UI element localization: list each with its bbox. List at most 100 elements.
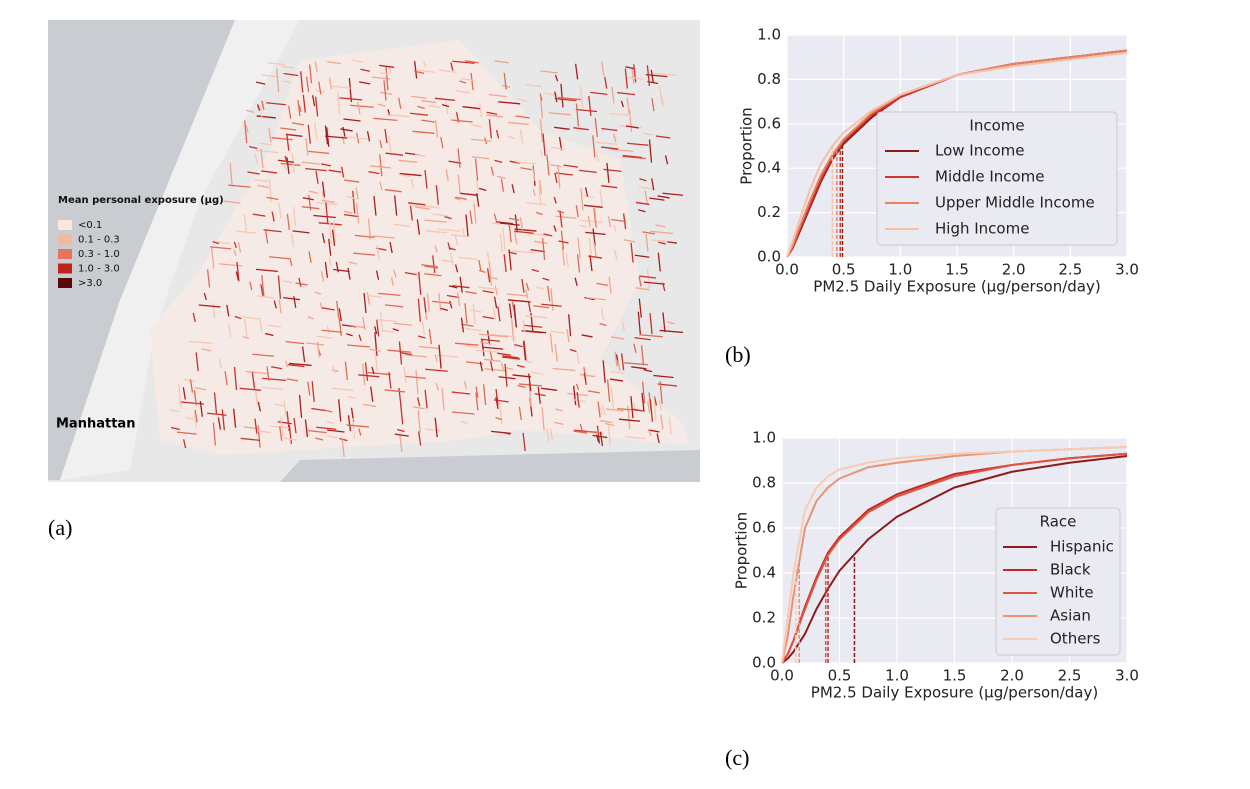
street [475, 180, 480, 193]
street [193, 411, 197, 428]
street [495, 389, 499, 406]
street [584, 187, 589, 197]
street [595, 141, 618, 146]
street [363, 293, 367, 314]
street [602, 360, 606, 383]
x-axis-label: PM2.5 Daily Exposure (μg/person/day) [813, 278, 1100, 296]
street [594, 117, 598, 138]
y-tick-label: 0.8 [757, 70, 781, 88]
street [325, 202, 329, 225]
street [558, 136, 563, 151]
street [581, 334, 593, 338]
street [284, 155, 288, 164]
street [424, 219, 447, 223]
street [259, 142, 273, 146]
street [550, 164, 562, 168]
street [638, 186, 654, 190]
street [494, 60, 509, 64]
street [321, 163, 331, 167]
street [523, 340, 527, 361]
street [465, 327, 482, 332]
street [517, 384, 526, 389]
street [245, 370, 268, 375]
street [554, 421, 564, 426]
street [233, 241, 237, 249]
street [539, 149, 543, 157]
street [541, 387, 558, 391]
street [610, 387, 615, 411]
street [280, 416, 284, 437]
street [432, 213, 450, 217]
street [437, 228, 461, 232]
water [280, 450, 700, 482]
street [314, 291, 322, 295]
street [655, 224, 666, 228]
street [482, 384, 487, 406]
street [452, 60, 475, 64]
street [523, 330, 547, 334]
street [385, 304, 404, 308]
y-tick-label: 1.0 [752, 429, 776, 447]
street [599, 322, 607, 327]
street [491, 334, 509, 338]
street [400, 404, 404, 425]
street [521, 278, 525, 293]
street [382, 329, 395, 334]
street [559, 210, 563, 228]
street [384, 128, 388, 144]
street [385, 152, 404, 156]
street [455, 196, 467, 200]
street [243, 426, 260, 430]
street [360, 68, 371, 72]
street [520, 167, 533, 171]
street [613, 225, 617, 232]
street [651, 178, 655, 191]
legend-label: Middle Income [935, 168, 1045, 186]
street [379, 311, 384, 333]
street [217, 417, 222, 430]
street [314, 61, 318, 73]
y-tick-label: 0.4 [752, 564, 776, 582]
street [638, 276, 642, 287]
street [404, 271, 417, 276]
street [614, 249, 618, 260]
street [332, 365, 336, 374]
street [496, 352, 511, 356]
street [283, 437, 297, 441]
street [397, 428, 405, 433]
street [245, 125, 249, 133]
x-tick-label: 0.0 [775, 261, 799, 279]
legend-label: Low Income [935, 142, 1025, 160]
street [241, 316, 261, 320]
street [326, 127, 330, 147]
street [254, 178, 269, 183]
street [308, 150, 330, 155]
street [508, 251, 517, 255]
street [293, 296, 297, 308]
street [441, 388, 445, 411]
street [660, 95, 665, 107]
street [580, 188, 584, 211]
street [645, 74, 668, 78]
street [240, 437, 261, 442]
street [428, 205, 440, 209]
street [533, 240, 548, 244]
street [525, 289, 529, 299]
street [457, 174, 461, 194]
street [502, 355, 519, 359]
street [509, 160, 520, 164]
street [421, 99, 437, 104]
street [583, 204, 603, 208]
street [254, 418, 258, 434]
street [435, 185, 440, 205]
street [546, 154, 550, 176]
street [295, 282, 308, 286]
street [550, 146, 565, 151]
street [579, 86, 584, 108]
street [409, 204, 413, 221]
street [650, 230, 673, 235]
street [538, 179, 543, 195]
street [393, 223, 410, 227]
street [444, 216, 452, 220]
street [668, 417, 672, 435]
